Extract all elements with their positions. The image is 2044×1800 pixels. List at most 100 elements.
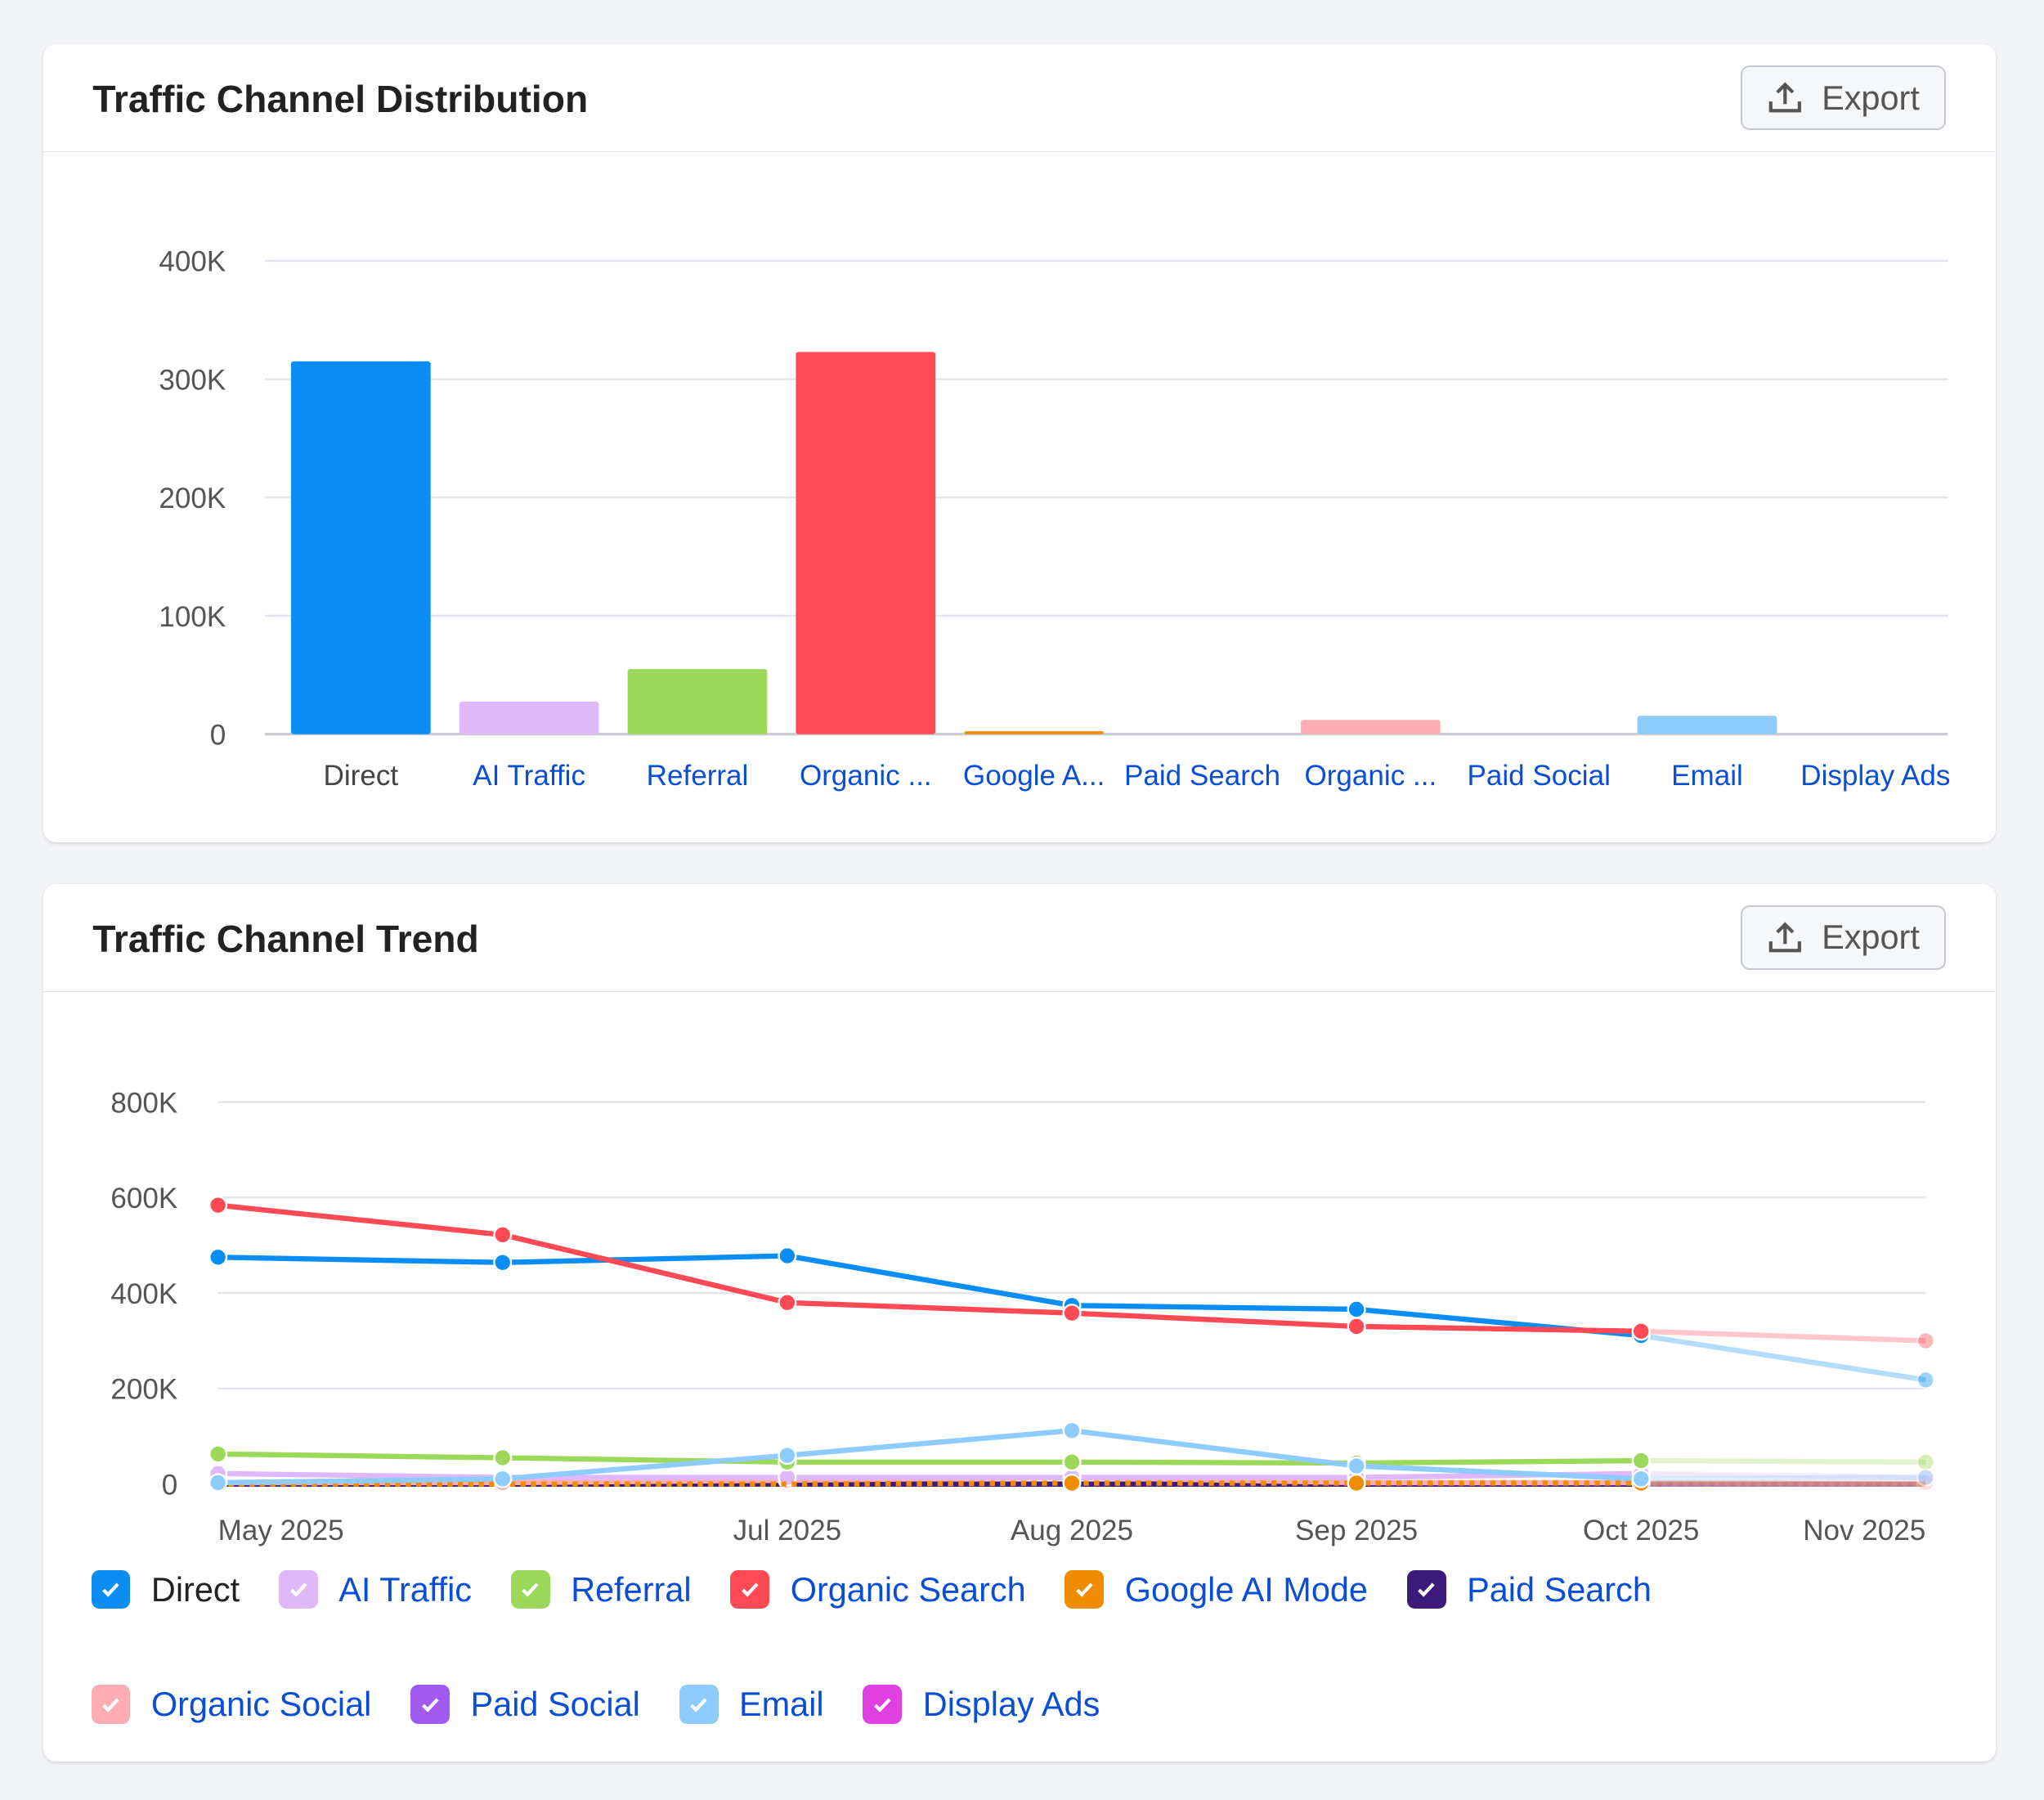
- data-point: [1916, 1452, 1935, 1472]
- checkbox-checked-icon[interactable]: [863, 1684, 903, 1724]
- card-header: Traffic Channel Trend Export: [43, 884, 1997, 992]
- legend-label: Email: [739, 1684, 824, 1723]
- checkbox-checked-icon[interactable]: [278, 1569, 318, 1609]
- x-tick-label: Aug 2025: [1011, 1515, 1133, 1546]
- distribution-card: Traffic Channel Distribution Export 0 100…: [43, 44, 1997, 842]
- x-tick-label[interactable]: Email: [1671, 760, 1743, 792]
- checkbox-checked-icon[interactable]: [91, 1569, 131, 1609]
- x-tick-label: Sep 2025: [1295, 1515, 1418, 1546]
- data-point: [492, 1469, 512, 1488]
- card-title: Traffic Channel Trend: [92, 917, 479, 960]
- legend-label: Referral: [571, 1569, 692, 1609]
- legend-item-google-ai-mode[interactable]: Google AI Mode: [1065, 1569, 1368, 1610]
- data-point: [1062, 1303, 1082, 1322]
- data-point: [1916, 1467, 1935, 1487]
- legend-label: Direct: [150, 1569, 240, 1609]
- data-point: [208, 1473, 227, 1493]
- export-label: Export: [1822, 78, 1920, 117]
- bar-6: [1300, 720, 1441, 734]
- series-line-referral: [217, 1451, 1641, 1466]
- series-line-email: [217, 1427, 1641, 1485]
- data-point: [492, 1225, 512, 1245]
- legend-item-organic-search[interactable]: Organic Search: [730, 1569, 1026, 1610]
- x-tick-label[interactable]: Organic ...: [800, 760, 932, 792]
- series-line-organic-search: [217, 1202, 1641, 1334]
- x-tick-label[interactable]: AI Traffic: [473, 760, 585, 792]
- bar-8: [1637, 716, 1777, 734]
- checkbox-checked-icon[interactable]: [510, 1569, 550, 1609]
- legend-item-ai-traffic[interactable]: AI Traffic: [278, 1569, 473, 1610]
- y-tick-label: 200K: [159, 483, 226, 514]
- data-point: [492, 1448, 512, 1467]
- data-point: [208, 1195, 227, 1214]
- x-tick-label[interactable]: Organic ...: [1304, 760, 1437, 792]
- y-tick-label: 800K: [110, 1087, 177, 1119]
- bar-1: [459, 701, 599, 734]
- checkbox-checked-icon[interactable]: [730, 1569, 770, 1609]
- data-point: [1062, 1452, 1082, 1472]
- series-line-google-ai-mode: [217, 1480, 1641, 1487]
- x-tick-label: Oct 2025: [1583, 1515, 1699, 1546]
- checkbox-checked-icon[interactable]: [679, 1684, 719, 1724]
- trend-card: Traffic Channel Trend Export 0 200K 400K 60…: [43, 884, 1997, 1762]
- y-tick-label: 600K: [110, 1183, 177, 1214]
- legend-item-paid-search[interactable]: Paid Search: [1406, 1569, 1652, 1610]
- y-tick-label: 400K: [110, 1278, 177, 1310]
- legend-item-email[interactable]: Email: [679, 1683, 824, 1725]
- card-title: Traffic Channel Distribution: [92, 78, 589, 121]
- upload-icon: [1768, 922, 1802, 953]
- series-partial-segment: [1640, 1328, 1926, 1344]
- legend-label: Google AI Mode: [1124, 1569, 1368, 1609]
- data-point: [1916, 1473, 1935, 1493]
- upload-icon: [1768, 82, 1802, 113]
- x-tick-label: Nov 2025: [1803, 1515, 1925, 1546]
- data-point: [1916, 1467, 1935, 1487]
- bar-3: [796, 352, 935, 734]
- bar-4: [963, 731, 1104, 734]
- y-tick-label: 200K: [110, 1373, 177, 1405]
- legend-item-referral[interactable]: Referral: [510, 1569, 692, 1610]
- data-point: [1347, 1300, 1366, 1319]
- series-line-direct: [217, 1253, 1642, 1338]
- series-partial-segment: [1640, 1480, 1925, 1487]
- legend-item-direct[interactable]: Direct: [91, 1569, 240, 1610]
- export-button[interactable]: Export: [1740, 904, 1947, 971]
- bar-0: [290, 361, 431, 734]
- legend: Direct AI Traffic Referral Organic Search Go…: [91, 1569, 1943, 1725]
- data-point: [1062, 1421, 1082, 1440]
- x-tick-label[interactable]: Google A...: [963, 760, 1105, 792]
- checkbox-checked-icon[interactable]: [91, 1684, 131, 1724]
- export-label: Export: [1822, 918, 1920, 957]
- checkbox-checked-icon[interactable]: [410, 1684, 450, 1724]
- legend-label: AI Traffic: [338, 1569, 473, 1609]
- y-tick-label: 0: [209, 719, 226, 751]
- legend-label: Paid Social: [470, 1684, 640, 1723]
- y-tick-label: 400K: [159, 246, 226, 278]
- y-tick-label: 0: [161, 1469, 177, 1501]
- data-point: [1631, 1321, 1651, 1341]
- data-point: [1631, 1451, 1651, 1470]
- checkbox-checked-icon[interactable]: [1065, 1569, 1105, 1609]
- export-button[interactable]: Export: [1740, 65, 1947, 131]
- data-point: [777, 1292, 797, 1313]
- series-partial-segment: [1640, 1457, 1925, 1465]
- series-partial-segment: [1640, 1470, 1925, 1480]
- data-point: [1062, 1473, 1082, 1493]
- x-tick-label[interactable]: Paid Search: [1124, 760, 1280, 792]
- data-point: [208, 1444, 227, 1464]
- x-tick-label[interactable]: Referral: [646, 760, 748, 792]
- y-tick-label: 300K: [159, 364, 226, 396]
- data-point: [208, 1247, 227, 1267]
- line-chart: 0 200K 400K 600K 800K May 2025 Jul 2025 Aug 202…: [110, 1087, 1935, 1546]
- legend-label: Organic Search: [790, 1569, 1026, 1609]
- data-point: [1347, 1456, 1366, 1475]
- x-tick-label[interactable]: Display Ads: [1800, 760, 1950, 792]
- legend-item-organic-social[interactable]: Organic Social: [91, 1683, 371, 1725]
- checkbox-checked-icon[interactable]: [1406, 1569, 1446, 1609]
- legend-item-display-ads[interactable]: Display Ads: [863, 1683, 1100, 1725]
- data-point: [1347, 1473, 1366, 1493]
- data-point: [1916, 1370, 1935, 1389]
- x-tick-label[interactable]: Paid Social: [1467, 760, 1610, 792]
- legend-item-paid-social[interactable]: Paid Social: [410, 1683, 640, 1725]
- series-partial-segment: [1640, 1332, 1926, 1383]
